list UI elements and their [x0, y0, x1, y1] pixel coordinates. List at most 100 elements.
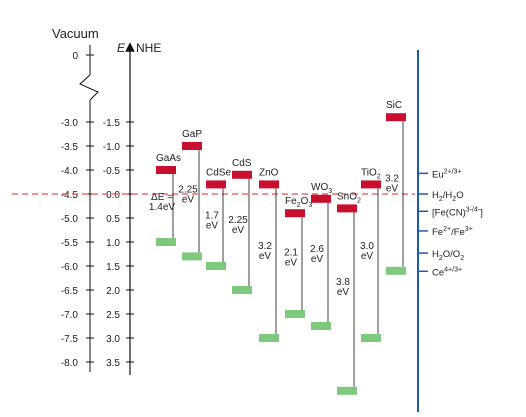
vacuum-tick-label: -6.5 [61, 286, 79, 297]
semiconductor-zno: ZnO 3.2eV [258, 167, 279, 342]
valence-band [206, 262, 226, 270]
valence-band [232, 286, 252, 294]
redox-couple: H2/H2O [418, 190, 464, 203]
nhe-tick-labels: -1.5 -1.0 -0.5 0.0 0.5 1.0 1.5 2.0 2.5 3.0 3.5 [103, 118, 134, 369]
semiconductor-sic: SiC 3.2eV [385, 100, 406, 275]
semiconductor-wo3: WO3 2.6eV [310, 182, 332, 330]
band-gap-value: 3.8 [336, 277, 350, 288]
conduction-band [311, 194, 331, 203]
vacuum-tick-label: -7.5 [61, 334, 79, 345]
band-gap-unit: eV [259, 251, 272, 262]
band-gap-value: 2.6 [310, 244, 324, 255]
material-label: SiC [386, 100, 402, 111]
axis-break-icon [79, 74, 99, 101]
redox-couples: Eu2+/3+ H2/H2O [Fe(CN)3-/4-] Fe2+/Fe3+ H2O/O… [418, 168, 483, 278]
band-gap-value: 3.2 [385, 174, 399, 185]
material-label: GaP [182, 129, 202, 140]
semiconductor-fe2o3: Fe2O3 2.1eV [284, 196, 312, 318]
valence-band [386, 266, 406, 275]
band-gap-unit: eV [206, 221, 219, 232]
semiconductor-gaas: GaAs ΔE =1.4eV [149, 153, 181, 246]
band-gap-unit: eV [361, 251, 374, 262]
material-label: CdS [232, 158, 252, 169]
band-gap-value: 1.7 [205, 211, 219, 222]
redox-couple: H2O/O2 [418, 249, 464, 262]
nhe-axis-title: NHE [136, 41, 161, 55]
band-gap-unit: eV [311, 254, 324, 265]
semiconductor-sno2: SnO2 3.8eV [336, 191, 361, 395]
band-gap-unit: eV [285, 258, 298, 269]
nhe-tick-label: 3.5 [106, 358, 120, 369]
material-label: WO3 [311, 182, 332, 195]
band-gap-value: ΔE = [151, 192, 173, 203]
nhe-tick-label: -1.0 [103, 142, 121, 153]
energy-symbol: E [117, 41, 126, 55]
valence-band [259, 334, 279, 342]
vacuum-tick-label: -3.5 [61, 142, 79, 153]
nhe-tick-label: 3.0 [106, 334, 120, 345]
redox-label: Ce4+/3+ [432, 266, 462, 278]
nhe-tick-label: 1.5 [106, 262, 120, 273]
valence-band [361, 334, 381, 342]
valence-band [156, 238, 176, 246]
redox-label: Fe2+/Fe3+ [432, 226, 473, 238]
valence-band [337, 386, 357, 395]
nhe-tick-label: -0.5 [103, 166, 121, 177]
redox-couple: Fe2+/Fe3+ [418, 226, 473, 238]
conduction-band [182, 142, 202, 150]
vacuum-tick-labels: 0 -3.0 -3.5 -4.0 -4.5 -5.0 -5.5 -6.0 -6.5 -7.0 -7.… [61, 51, 94, 369]
vacuum-axis-title: Vacuum [52, 26, 99, 41]
material-label: TiO2 [361, 167, 381, 180]
vacuum-tick-label: -5.5 [61, 238, 79, 249]
redox-couple: Ce4+/3+ [418, 266, 462, 278]
material-label: SnO2 [337, 191, 361, 204]
conduction-band [337, 204, 357, 213]
vacuum-tick-label: -6.0 [61, 262, 79, 273]
redox-label: H2O/O2 [432, 249, 464, 262]
nhe-tick-label: 0.0 [106, 190, 120, 201]
semiconductor-cdse: CdSe 1.7eV [205, 167, 231, 270]
conduction-band [259, 180, 279, 189]
vacuum-tick-label: -4.0 [61, 166, 79, 177]
vacuum-axis [79, 45, 99, 372]
conduction-band [285, 209, 305, 218]
redox-couple: Eu2+/3+ [418, 168, 462, 180]
valence-band [285, 310, 305, 318]
band-gap-value: 2.25 [178, 184, 198, 195]
conduction-band [232, 170, 252, 179]
redox-label: H2/H2O [432, 190, 464, 203]
band-gap-value: 3.2 [258, 241, 272, 252]
material-label: Fe2O3 [285, 196, 312, 209]
conduction-band [386, 113, 406, 122]
material-label: GaAs [156, 153, 181, 164]
band-gap-value: 2.25 [228, 215, 248, 226]
conduction-band [361, 180, 381, 189]
band-gap-unit: eV [182, 194, 195, 205]
valence-band [182, 252, 202, 261]
band-gap-unit: 1.4eV [149, 202, 175, 213]
nhe-tick-label: -1.5 [103, 118, 121, 129]
nhe-tick-label: 0.5 [106, 214, 120, 225]
redox-label: [Fe(CN)3-/4-] [432, 206, 483, 218]
material-label: ZnO [259, 167, 279, 178]
band-gap-unit: eV [386, 184, 399, 195]
redox-label: Eu2+/3+ [432, 168, 462, 180]
band-gap-value: 2.1 [284, 248, 298, 259]
band-gap-value: 3.0 [360, 241, 374, 252]
conduction-band [156, 166, 176, 174]
vacuum-tick-label: -8.0 [61, 358, 79, 369]
vacuum-tick-label: -3.0 [61, 118, 79, 129]
nhe-tick-label: 2.0 [106, 286, 120, 297]
vacuum-tick-label: -7.0 [61, 310, 79, 321]
redox-couple: [Fe(CN)3-/4-] [418, 206, 483, 218]
band-gap-unit: eV [232, 225, 245, 236]
conduction-band [206, 180, 226, 189]
vacuum-tick-label: -4.5 [61, 190, 79, 201]
semiconductor-tio2: TiO2 3.0eV [360, 167, 381, 342]
vacuum-tick-label: 0 [72, 51, 78, 62]
nhe-tick-label: 2.5 [106, 310, 120, 321]
